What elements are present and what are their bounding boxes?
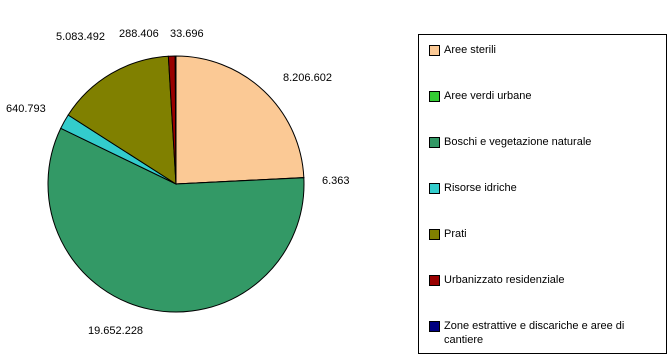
legend-swatch-aree-sterili — [429, 45, 440, 56]
data-label-aree-sterili: 8.206.602 — [283, 72, 332, 84]
legend-label: Urbanizzato residenziale — [444, 274, 565, 286]
legend-label: Aree sterili — [444, 44, 496, 56]
pie-slice-prati — [67, 55, 177, 185]
legend-item-aree-sterili: Aree sterili — [429, 43, 496, 57]
data-label-aree-verdi-urbane: 6.363 — [322, 175, 350, 187]
legend-label: Prati — [444, 228, 467, 240]
legend-item-zone-estrattive: Zone estrattive e discariche e aree di c… — [429, 319, 666, 347]
data-label-zone-estrattive-e-discariche-e-aree-di-cantiere: 33.696 — [170, 28, 204, 40]
legend-item-risorse-idriche: Risorse idriche — [429, 181, 517, 195]
legend-swatch-risorse-idriche — [429, 183, 440, 194]
data-label-risorse-idriche: 640.793 — [6, 103, 46, 115]
legend-label: Risorse idriche — [444, 182, 517, 194]
pie-slice-boschi-e-vegetazione-naturale — [47, 127, 305, 313]
pie-slice-aree-sterili — [175, 55, 305, 185]
legend-swatch-prati — [429, 229, 440, 240]
data-label-prati: 5.083.492 — [56, 31, 105, 43]
legend-swatch-aree-verdi-urbane — [429, 91, 440, 102]
pie-slice-zone-estrattive-e-discariche-e-aree-di-cantiere — [174, 55, 177, 185]
legend-label: Aree verdi urbane — [444, 90, 532, 102]
legend-item-urbanizzato: Urbanizzato residenziale — [429, 273, 564, 287]
legend-item-aree-verdi-urbane: Aree verdi urbane — [429, 89, 531, 103]
legend-swatch-urbanizzato — [429, 275, 440, 286]
legend-swatch-zone-estrattive — [429, 321, 440, 332]
legend-item-prati: Prati — [429, 227, 467, 241]
legend-swatch-boschi — [429, 137, 440, 148]
legend-label: Zone estrattive e discariche e aree di c… — [444, 320, 625, 346]
legend-label: Boschi e vegetazione naturale — [444, 136, 592, 148]
chart-legend: Aree sterili Aree verdi urbane Boschi e … — [418, 34, 667, 354]
data-label-boschi-e-vegetazione-naturale: 19.652.228 — [88, 325, 144, 337]
legend-item-boschi: Boschi e vegetazione naturale — [429, 135, 591, 149]
data-label-urbanizzato-residenziale: 288.406 — [119, 28, 159, 40]
